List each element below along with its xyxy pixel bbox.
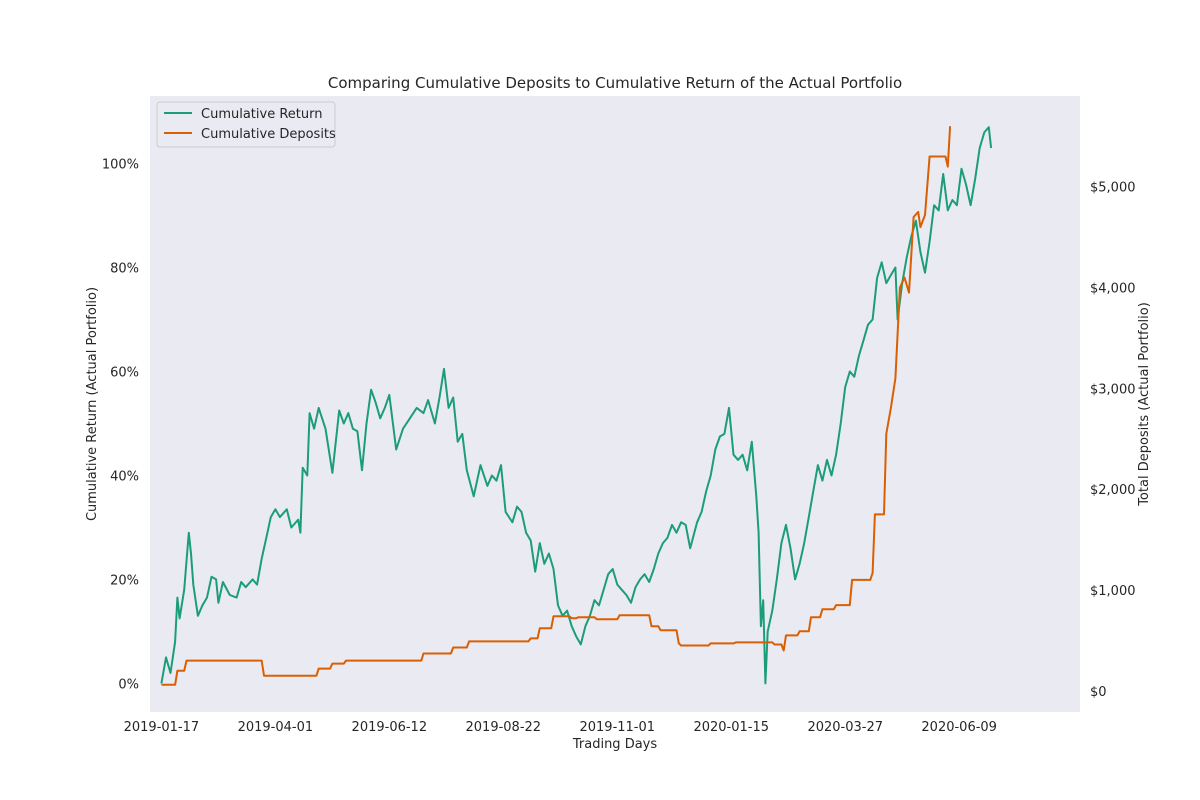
y-axis-right: $0 $1,000 $2,000 $3,000 $4,000 $5,000 — [1090, 181, 1136, 700]
y-right-tick-label: $3,000 — [1090, 382, 1136, 397]
x-tick-label: 2019-01-17 — [124, 720, 200, 735]
x-tick-label: 2020-03-27 — [807, 720, 883, 735]
x-tick-label: 2019-06-12 — [352, 720, 428, 735]
y-left-tick-label: 60% — [110, 366, 139, 381]
x-tick-label: 2020-01-15 — [693, 720, 769, 735]
legend-label-cumulative-return: Cumulative Return — [201, 107, 322, 122]
y-axis-left: 0% 20% 40% 60% 80% 100% — [102, 158, 139, 693]
y-left-tick-label: 40% — [110, 469, 139, 484]
series-line-cumulative-deposits — [161, 126, 952, 686]
legend-box — [156, 101, 336, 148]
y-right-tick-label: $2,000 — [1090, 483, 1136, 498]
x-tick-label: 2020-06-09 — [921, 720, 997, 735]
chart-title: Comparing Cumulative Deposits to Cumulat… — [328, 74, 902, 92]
y-right-tick-label: $5,000 — [1090, 181, 1136, 196]
y-right-tick-label: $1,000 — [1090, 584, 1136, 599]
x-tick-label: 2019-08-22 — [466, 720, 542, 735]
x-tick-label: 2019-04-01 — [238, 720, 314, 735]
series-layer — [160, 126, 993, 686]
legend: Cumulative Return Cumulative Deposits — [156, 101, 336, 148]
x-axis: 2019-01-17 2019-04-01 2019-06-12 2019-08-22… — [124, 720, 997, 735]
x-tick-label: 2019-11-01 — [579, 720, 655, 735]
y-axis-right-label: Total Deposits (Actual Portfolio) — [1137, 302, 1152, 507]
y-left-tick-label: 20% — [110, 573, 139, 588]
plot-area — [150, 96, 1080, 712]
y-axis-left-label: Cumulative Return (Actual Portfolio) — [85, 287, 100, 521]
y-right-tick-label: $4,000 — [1090, 282, 1136, 297]
y-right-tick-label: $0 — [1090, 685, 1107, 700]
y-left-tick-label: 80% — [110, 262, 139, 277]
legend-label-cumulative-deposits: Cumulative Deposits — [201, 127, 336, 142]
y-left-tick-label: 0% — [118, 677, 139, 692]
series-line-cumulative-return — [160, 126, 993, 685]
y-left-tick-label: 100% — [102, 158, 139, 173]
x-axis-label: Trading Days — [572, 737, 657, 752]
